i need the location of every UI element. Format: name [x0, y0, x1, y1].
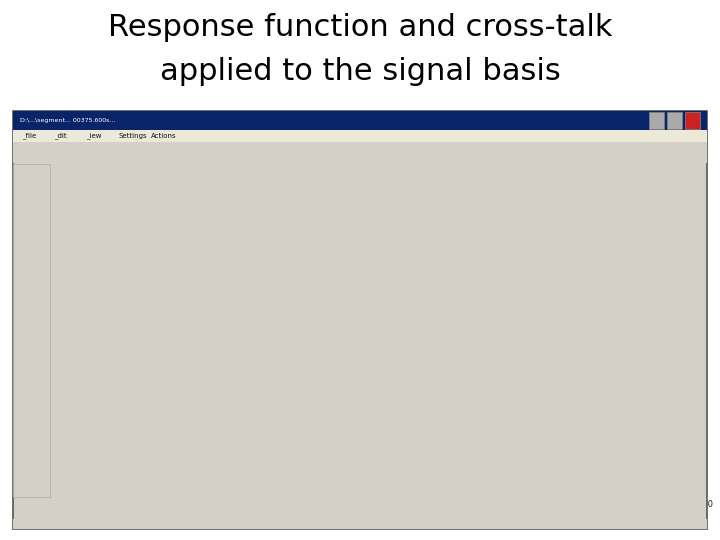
- Text: _iew: _iew: [86, 133, 102, 139]
- Text: Settings: Settings: [119, 133, 148, 139]
- Text: raw basis signals: raw basis signals: [377, 236, 484, 246]
- Text: Actions: Actions: [151, 133, 177, 139]
- Text: Red: Red: [311, 207, 336, 217]
- Text: Response function and cross-talk: Response function and cross-talk: [108, 14, 612, 43]
- Text: adapted basis: adapted basis: [377, 266, 464, 275]
- Text: Maybe a problem of differential cross-talk: Maybe a problem of differential cross-ta…: [338, 433, 617, 446]
- Text: _dit: _dit: [54, 133, 67, 139]
- Text: Average over segment C2: Average over segment C2: [311, 174, 465, 187]
- Text: applied to the signal basis: applied to the signal basis: [160, 57, 560, 86]
- Text: Nearest neighbours particularly bad: Nearest neighbours particularly bad: [338, 400, 578, 413]
- Text: Green: Green: [311, 236, 348, 246]
- Text: _file: _file: [22, 133, 36, 139]
- Text: Black: Black: [311, 266, 345, 275]
- Text: experimental signal: experimental signal: [377, 207, 500, 217]
- Text: D:\...\segment... 00375.600s...: D:\...\segment... 00375.600s...: [20, 118, 115, 123]
